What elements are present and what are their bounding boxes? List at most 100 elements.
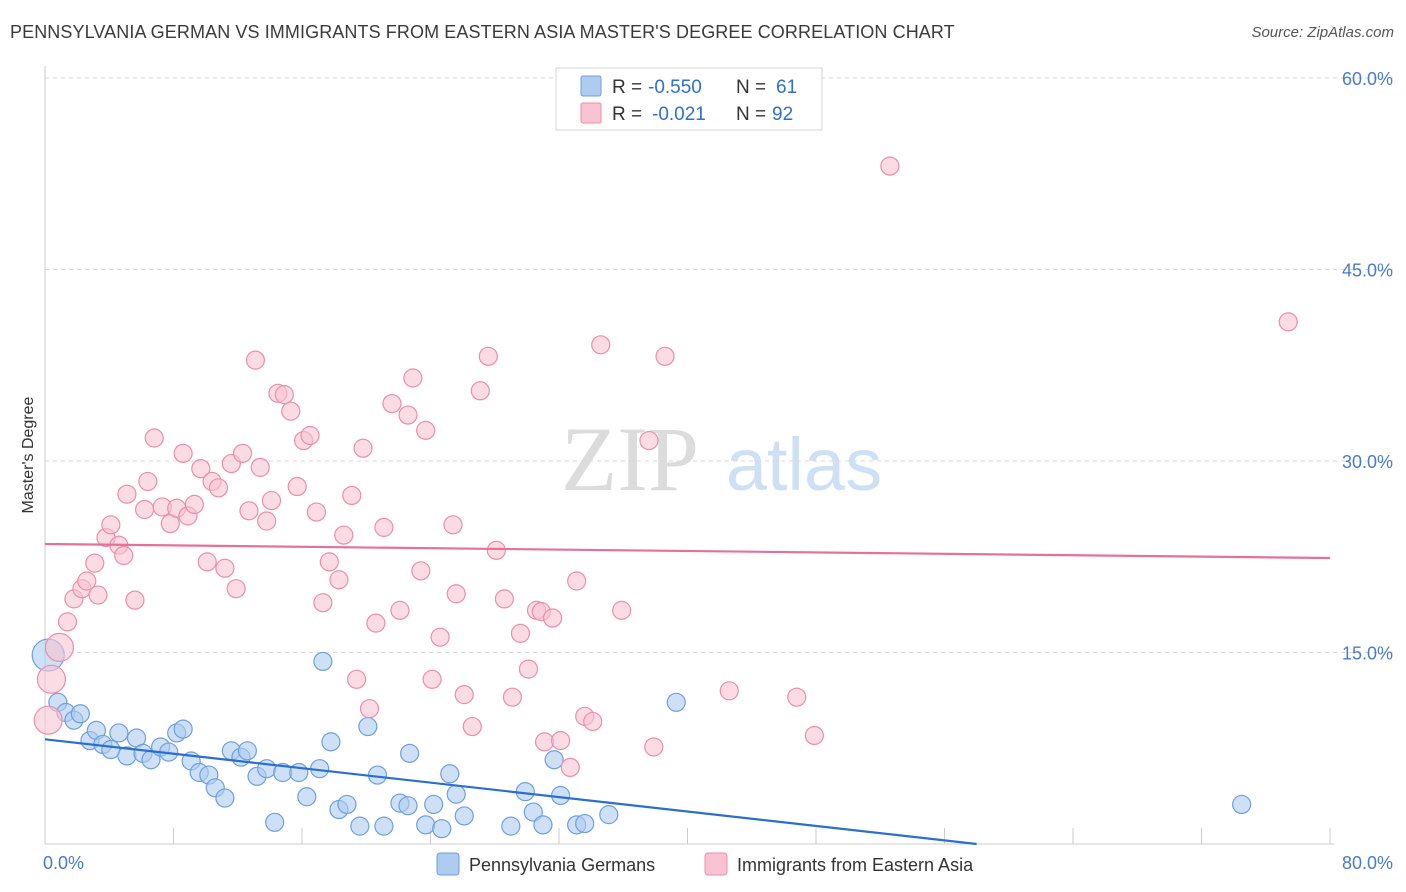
point-pennsylvania-germans	[321, 732, 341, 752]
bottom-legend-swatch-blue	[436, 852, 460, 876]
point-eastern-asia	[138, 471, 158, 492]
point-pennsylvania-germans	[501, 816, 521, 836]
point-eastern-asia	[518, 659, 539, 679]
point-eastern-asia	[57, 612, 78, 632]
point-eastern-asia	[655, 346, 675, 366]
legend-swatch-blue	[580, 75, 602, 97]
point-pennsylvania-germans	[432, 819, 452, 839]
point-eastern-asia	[101, 515, 121, 535]
point-pennsylvania-germans	[1232, 794, 1252, 815]
point-eastern-asia	[411, 561, 431, 581]
y-tick-label: 15.0%	[1342, 644, 1393, 664]
chart-source: Source: ZipAtlas.com	[1251, 24, 1394, 41]
point-pennsylvania-germans	[101, 739, 121, 760]
point-eastern-asia	[374, 517, 394, 537]
point-eastern-asia	[342, 485, 362, 506]
x-axis-ticks	[44, 828, 1331, 844]
point-eastern-asia	[542, 608, 563, 628]
point-eastern-asia	[366, 613, 386, 633]
point-eastern-asia	[403, 368, 423, 388]
point-pennsylvania-germans	[215, 788, 235, 808]
point-eastern-asia	[85, 553, 105, 573]
point-eastern-asia	[329, 570, 349, 590]
point-pennsylvania-germans	[350, 816, 370, 836]
trend-line-eastern-asia	[44, 542, 1331, 560]
point-eastern-asia	[583, 711, 603, 732]
point-pennsylvania-germans	[424, 794, 444, 815]
point-pennsylvania-germans	[337, 794, 357, 815]
legend-r-value-2: -0.021	[652, 104, 706, 125]
point-eastern-asia	[88, 585, 108, 605]
legend-swatch-pink	[580, 102, 602, 124]
gridlines	[45, 77, 1393, 653]
point-eastern-asia	[353, 438, 373, 458]
point-eastern-asia	[422, 669, 442, 689]
point-eastern-asia	[478, 346, 498, 366]
point-pennsylvania-germans	[265, 812, 285, 832]
point-eastern-asia	[398, 405, 418, 425]
point-pennsylvania-germans	[297, 787, 317, 807]
point-pennsylvania-germans	[440, 764, 460, 784]
point-eastern-asia	[114, 545, 134, 566]
point-eastern-asia	[560, 757, 580, 778]
point-pennsylvania-germans	[454, 806, 474, 826]
point-pennsylvania-germans	[599, 805, 619, 825]
watermark-atlas: atlas	[726, 423, 882, 506]
point-eastern-asia	[502, 687, 523, 707]
point-eastern-asia	[470, 381, 490, 401]
point-eastern-asia	[494, 589, 514, 609]
point-eastern-asia	[313, 593, 333, 613]
trend-line-pennsylvania-germans	[44, 738, 977, 846]
watermark: ZIP atlas	[561, 408, 882, 510]
point-eastern-asia	[347, 669, 367, 689]
point-eastern-asia	[173, 443, 193, 463]
point-pennsylvania-germans	[400, 743, 420, 763]
point-eastern-asia	[486, 540, 506, 560]
point-eastern-asia	[117, 484, 137, 504]
y-tick-label: 60.0%	[1342, 69, 1393, 89]
point-pennsylvania-germans	[666, 692, 686, 712]
y-axis-tick-labels: 15.0% 30.0% 45.0% 60.0%	[1342, 69, 1393, 664]
point-eastern-asia	[1278, 312, 1298, 332]
point-eastern-asia	[534, 732, 555, 752]
point-pennsylvania-germans	[109, 723, 129, 743]
point-eastern-asia	[197, 552, 217, 572]
point-eastern-asia	[134, 499, 155, 520]
point-eastern-asia	[644, 737, 664, 757]
point-eastern-asia	[239, 501, 259, 521]
bottom-legend-swatch-pink	[704, 852, 728, 876]
point-eastern-asia	[232, 443, 253, 463]
bottom-legend: Pennsylvania Germans Immigrants from Eas…	[436, 852, 974, 876]
point-eastern-asia	[443, 515, 463, 535]
point-eastern-asia	[245, 350, 266, 370]
legend-n-value-1: 61	[776, 77, 797, 98]
point-pennsylvania-germans	[544, 750, 564, 770]
trend-lines	[44, 542, 1331, 846]
y-tick-label: 45.0%	[1342, 261, 1393, 281]
bottom-legend-label-1: Pennsylvania Germans	[469, 855, 655, 875]
point-eastern-asia	[208, 478, 229, 498]
point-eastern-asia	[281, 401, 301, 421]
point-pennsylvania-germans	[70, 704, 90, 724]
point-eastern-asia	[250, 457, 270, 477]
data-points	[31, 156, 1298, 839]
point-pennsylvania-germans	[523, 802, 543, 822]
point-eastern-asia	[787, 687, 807, 707]
point-eastern-asia	[382, 393, 402, 414]
point-eastern-asia	[334, 525, 354, 545]
point-pennsylvania-germans	[358, 716, 378, 737]
point-eastern-asia	[226, 579, 246, 599]
point-pennsylvania-germans	[237, 741, 257, 761]
point-eastern-asia	[804, 725, 824, 746]
point-eastern-asia	[306, 502, 327, 522]
point-pennsylvania-germans	[173, 719, 193, 739]
point-eastern-asia	[77, 571, 97, 591]
point-pennsylvania-germans	[374, 816, 394, 836]
point-eastern-asia	[319, 552, 339, 572]
y-tick-label: 30.0%	[1342, 452, 1393, 472]
legend-n-label-1: N =	[736, 77, 766, 98]
legend-r-value-1: -0.550	[648, 77, 702, 98]
point-pennsylvania-germans	[398, 796, 418, 816]
point-eastern-asia	[551, 730, 571, 751]
